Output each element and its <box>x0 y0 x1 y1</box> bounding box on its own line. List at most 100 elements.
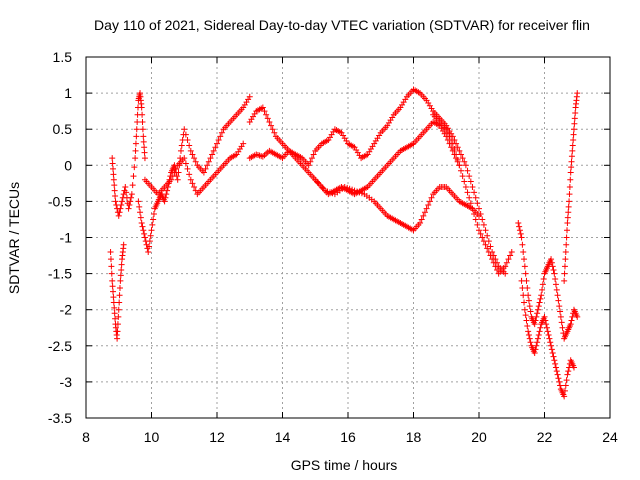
data-point <box>163 191 170 198</box>
data-point <box>462 183 469 190</box>
data-point <box>482 227 489 234</box>
data-point <box>570 126 577 133</box>
data-point <box>184 137 191 144</box>
data-point <box>561 277 568 284</box>
data-point <box>469 183 476 190</box>
data-point <box>525 328 532 335</box>
data-point <box>541 313 548 320</box>
data-point <box>109 155 116 162</box>
data-point <box>218 129 225 136</box>
data-point <box>472 216 479 223</box>
data-point <box>550 266 557 273</box>
data-point <box>110 171 117 178</box>
data-point <box>189 151 196 158</box>
data-point <box>117 272 124 279</box>
data-point <box>173 165 180 172</box>
data-point <box>543 324 550 331</box>
data-point <box>212 144 219 151</box>
data-point <box>476 205 482 212</box>
data-point <box>110 176 117 183</box>
data-point <box>574 90 581 97</box>
data-point <box>181 155 188 162</box>
data-point <box>140 227 147 234</box>
data-point <box>210 147 217 154</box>
data-point <box>146 238 153 245</box>
data-point <box>562 382 569 389</box>
data-point <box>548 346 555 353</box>
data-point <box>487 243 494 250</box>
data-point <box>552 281 559 288</box>
data-point <box>149 221 156 228</box>
data-point <box>557 382 564 389</box>
data-point <box>110 165 117 172</box>
data-point <box>130 173 137 180</box>
data-point <box>145 248 152 255</box>
data-point <box>562 256 569 263</box>
data-point <box>526 303 533 310</box>
data-point <box>268 122 275 129</box>
data-point <box>502 270 509 277</box>
data-point <box>551 357 558 364</box>
data-point <box>141 230 148 237</box>
data-point <box>115 212 122 219</box>
data-point <box>566 198 573 205</box>
plot-frame <box>85 56 611 419</box>
data-point <box>118 261 125 268</box>
data-point <box>476 227 482 234</box>
data-point <box>446 133 453 140</box>
data-point <box>567 176 574 183</box>
data-point <box>567 321 574 328</box>
data-point <box>192 158 199 165</box>
data-point <box>534 306 541 313</box>
data-point <box>467 200 474 207</box>
data-point <box>472 194 479 201</box>
data-point <box>456 147 463 154</box>
data-point <box>471 211 478 218</box>
data-point <box>515 220 522 227</box>
data-point <box>425 202 432 209</box>
data-point <box>108 270 115 277</box>
data-point <box>137 214 144 221</box>
data-point <box>564 214 571 221</box>
data-point <box>135 198 142 205</box>
data-point <box>110 288 117 295</box>
data-point <box>186 171 193 178</box>
data-point <box>418 216 425 223</box>
data-point <box>469 205 476 212</box>
data-point <box>505 256 512 263</box>
data-point <box>204 162 211 169</box>
data-point <box>110 294 117 301</box>
x-tick-label: 18 <box>406 429 422 445</box>
data-point <box>308 155 315 162</box>
data-point <box>459 155 466 162</box>
data-point <box>148 227 155 234</box>
data-point <box>132 147 139 154</box>
data-point <box>540 276 547 283</box>
data-point <box>520 292 527 299</box>
data-point <box>146 243 153 250</box>
data-point <box>461 158 468 165</box>
data-point <box>453 151 460 158</box>
data-point <box>161 198 168 205</box>
data-point <box>543 321 550 328</box>
data-point <box>140 138 147 145</box>
data-point <box>449 140 456 147</box>
y-tick-label: 1 <box>64 85 72 101</box>
data-point <box>544 328 551 335</box>
data-point <box>117 205 124 212</box>
data-point <box>187 176 194 183</box>
data-point <box>508 248 515 255</box>
data-point <box>556 378 563 385</box>
data-point <box>464 167 471 174</box>
data-point <box>139 126 146 133</box>
x-tick-label: 14 <box>275 429 291 445</box>
data-point <box>128 194 135 201</box>
data-point <box>518 277 525 284</box>
data-point <box>139 223 146 230</box>
data-point <box>141 144 148 151</box>
data-point <box>561 270 568 277</box>
data-point <box>554 292 561 299</box>
data-point <box>564 220 571 227</box>
